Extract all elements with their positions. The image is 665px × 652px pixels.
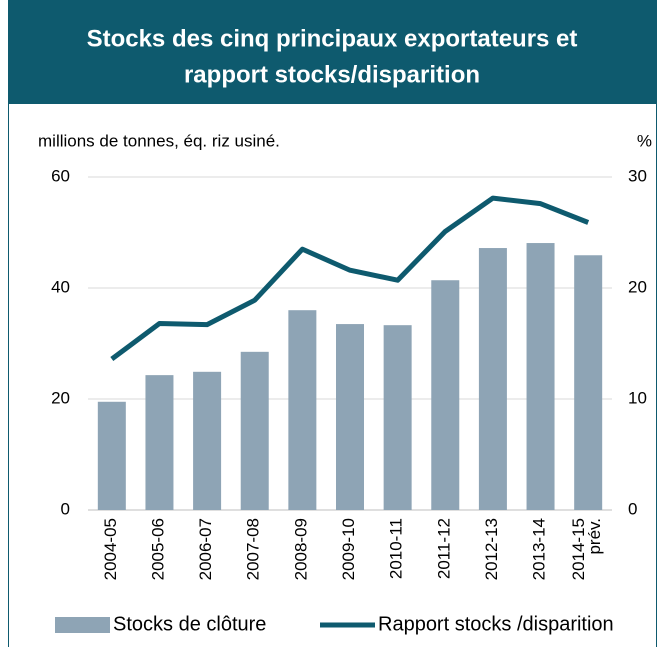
y2-tick-label: 30 <box>628 166 647 185</box>
chart-title: Stocks des cinq principaux exportateurs … <box>87 25 578 52</box>
y2-tick-label: 20 <box>628 277 647 296</box>
x-tick-label: 2007-08 <box>244 518 263 580</box>
x-tick-label: 2014-15prév. <box>570 518 605 580</box>
x-tick-label: 2013-14 <box>530 518 549 580</box>
x-tick-label: 2010-11 <box>387 518 406 579</box>
x-tick-label: 2006-07 <box>197 518 216 580</box>
y2-tick-label: 10 <box>628 388 647 407</box>
y-tick-label: 0 <box>61 499 70 518</box>
bar <box>526 243 555 511</box>
x-tick-label: 2005-06 <box>149 518 168 580</box>
y-tick-label: 40 <box>51 277 70 296</box>
x-tick-label: 2012-13 <box>482 518 501 580</box>
x-tick-label: 2011-12 <box>435 518 454 579</box>
bar <box>478 248 507 511</box>
bar <box>97 401 126 510</box>
legend-swatch <box>55 617 110 633</box>
x-tick-label: 2009-10 <box>339 518 358 580</box>
x-tick-label: 2004-05 <box>101 518 120 580</box>
bar <box>193 371 222 510</box>
bar <box>574 255 603 510</box>
bar <box>383 325 412 510</box>
x-tick-label: 2008-09 <box>292 518 311 580</box>
bar <box>336 324 364 510</box>
chart-title: rapport stocks/disparition <box>184 61 480 88</box>
bar <box>240 351 269 510</box>
legend-label: Stocks de clôture <box>113 613 266 635</box>
bar <box>431 280 460 510</box>
line <box>110 195 590 362</box>
legend-label: Rapport stocks /disparition <box>378 613 614 635</box>
y2-tick-label: 0 <box>628 499 637 518</box>
y-tick-label: 60 <box>51 166 70 185</box>
y-axis-label: millions de tonnes, éq. riz usiné. <box>38 131 280 150</box>
bar <box>145 375 174 510</box>
y-tick-label: 20 <box>51 388 70 407</box>
bar <box>288 310 317 510</box>
header <box>8 0 657 104</box>
y2-axis-label: % <box>637 131 652 150</box>
